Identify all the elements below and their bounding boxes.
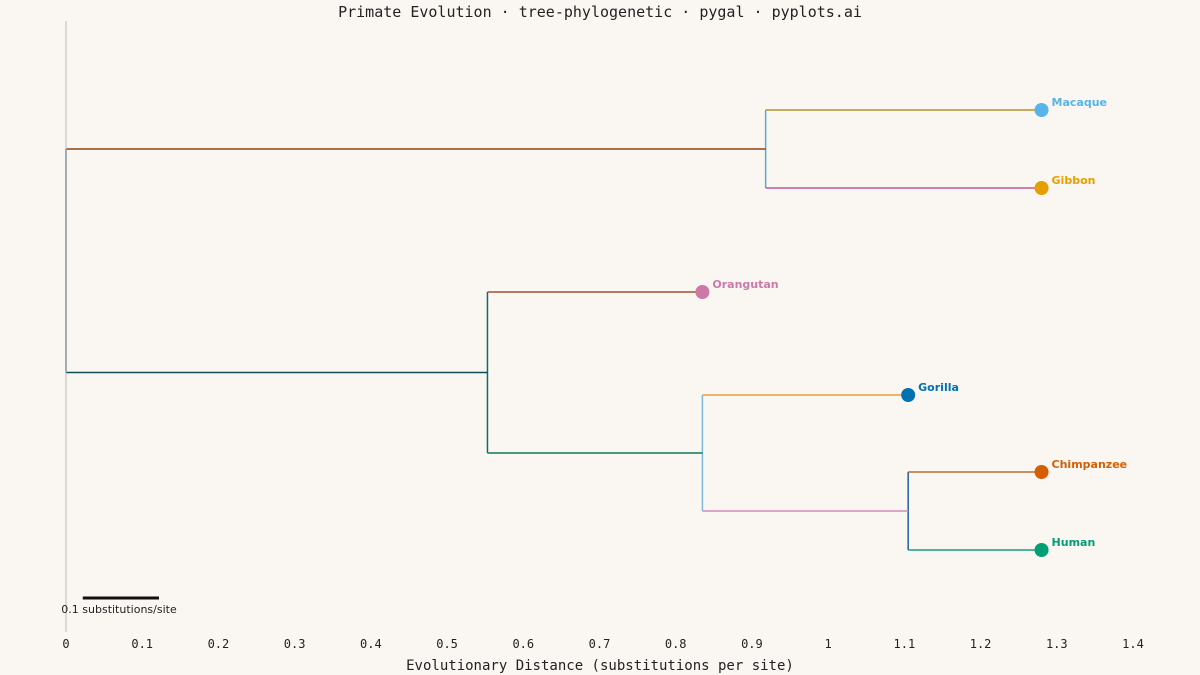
x-tick-label: 1.2 xyxy=(970,637,992,651)
x-axis: 0 0.1 0.2 0.3 0.4 0.5 0.6 0.7 0.8 0.9 1 1.1 1.2 1.3 1.… xyxy=(62,21,1144,651)
x-tick-label: 1 xyxy=(825,637,832,651)
leaf-marker-macaque xyxy=(1034,103,1049,117)
leaf-marker-orangutan xyxy=(695,285,710,299)
leaf-marker-gibbon xyxy=(1034,181,1049,195)
leaf-label-gorilla: Gorilla xyxy=(918,381,959,394)
x-tick-label: 0.1 xyxy=(131,637,153,651)
x-tick-label: 0.5 xyxy=(436,637,458,651)
tree-layer: Macaque Gibbon Orangutan Gorilla Chimpanzee H… xyxy=(65,96,1128,557)
x-tick-label: 0 xyxy=(62,637,69,651)
x-tick-label: 0.8 xyxy=(665,637,687,651)
x-tick-label: 0.9 xyxy=(741,637,763,651)
x-tick-label: 0.6 xyxy=(512,637,534,651)
leaf-marker-human xyxy=(1034,543,1049,557)
x-tick-label: 0.2 xyxy=(208,637,230,651)
x-tick-label: 1.4 xyxy=(1122,637,1144,651)
scale-bar-label: 0.1 substitutions/site xyxy=(61,603,177,616)
leaf-marker-gorilla xyxy=(901,388,916,402)
x-tick-label: 1.3 xyxy=(1046,637,1068,651)
leaf-label-macaque: Macaque xyxy=(1052,96,1107,109)
x-tick-label: 0.4 xyxy=(360,637,382,651)
leaf-label-orangutan: Orangutan xyxy=(712,278,778,291)
leaf-label-chimpanzee: Chimpanzee xyxy=(1052,458,1128,471)
leaf-label-gibbon: Gibbon xyxy=(1052,174,1096,187)
leaf-label-human: Human xyxy=(1052,536,1096,549)
scale-bar: 0.1 substitutions/site xyxy=(61,596,177,616)
chart-title: Primate Evolution · tree-phylogenetic · … xyxy=(338,3,862,21)
leaf-marker-chimpanzee xyxy=(1034,465,1049,479)
x-axis-label: Evolutionary Distance (substitutions per… xyxy=(406,658,794,674)
x-tick-label: 1.1 xyxy=(894,637,916,651)
x-tick-label: 0.7 xyxy=(589,637,611,651)
x-tick-label: 0.3 xyxy=(284,637,306,651)
